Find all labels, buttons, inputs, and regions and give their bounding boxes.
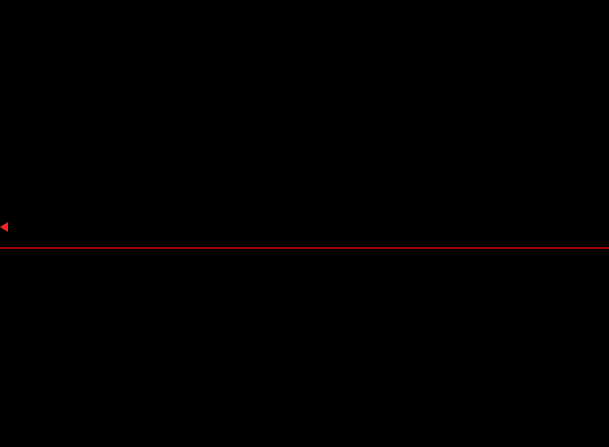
volume-indicator-panel[interactable] (0, 266, 609, 447)
scroll-left-indicator[interactable] (0, 222, 8, 232)
panel-divider (0, 247, 609, 249)
kline-panel[interactable] (0, 0, 609, 247)
indicator-status-bar (0, 249, 609, 266)
signal-badge-cai (0, 230, 16, 246)
